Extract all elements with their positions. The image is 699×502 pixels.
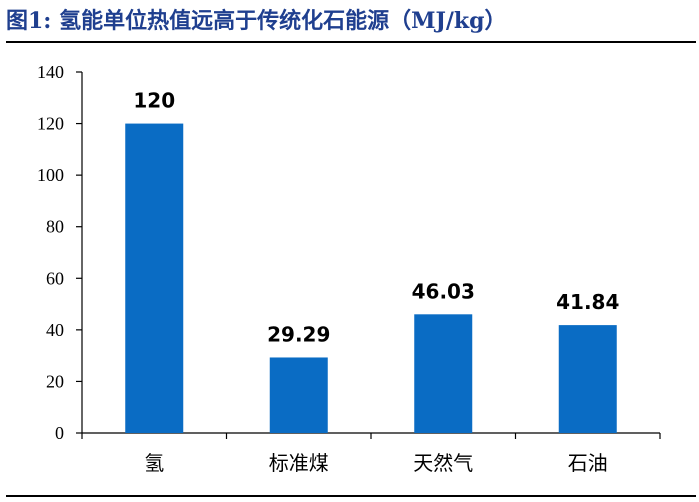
- x-tick-label: 氢: [144, 451, 164, 475]
- data-label: 46.03: [412, 279, 475, 303]
- figure-title: 图1: 氢能单位热值远高于传统化石能源（MJ/kg）: [6, 8, 507, 34]
- data-label: 120: [133, 89, 175, 113]
- x-axis: 氢 标准煤 天然气 石油: [81, 432, 661, 475]
- data-labels-group: 120 29.29 46.03 41.84: [133, 89, 619, 347]
- x-tick-label: 标准煤: [269, 451, 329, 475]
- y-tick-label: 0: [55, 423, 64, 443]
- y-axis: 0 20 40 60 80 100 120 140: [37, 62, 83, 443]
- y-tick-label: 120: [37, 114, 64, 134]
- y-tick-label: 60: [46, 268, 64, 288]
- data-label: 29.29: [267, 322, 330, 346]
- y-tick-label: 80: [46, 217, 64, 237]
- x-tick-label: 石油: [568, 451, 608, 475]
- y-tick-label: 100: [37, 165, 64, 185]
- x-tick-label: 天然气: [413, 451, 473, 475]
- bar-3: [414, 314, 473, 433]
- data-label: 41.84: [556, 290, 619, 314]
- bar-2: [269, 357, 328, 433]
- bottom-rule: [6, 495, 696, 497]
- bar-4: [558, 325, 617, 433]
- y-tick-label: 40: [46, 320, 64, 340]
- bar-1: [125, 123, 184, 434]
- y-tick-label: 20: [46, 371, 64, 391]
- y-tick-label: 140: [37, 62, 64, 82]
- bars-group: [125, 123, 617, 434]
- top-rule: [6, 41, 696, 43]
